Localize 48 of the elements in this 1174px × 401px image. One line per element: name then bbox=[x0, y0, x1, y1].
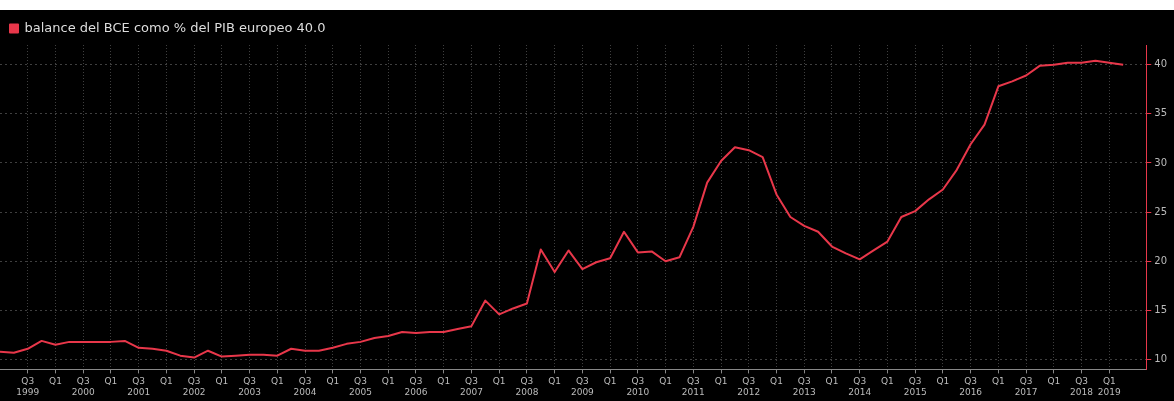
x-tick-label: Q1 bbox=[991, 376, 1005, 387]
x-tick-label: Q3 2005 bbox=[349, 376, 372, 397]
x-tick-label: Q1 bbox=[714, 376, 728, 387]
x-tick-label: Q1 bbox=[603, 376, 617, 387]
y-tick-label: 30 bbox=[1154, 156, 1168, 168]
y-tick-label: 20 bbox=[1154, 254, 1168, 266]
x-tick-label: Q3 2011 bbox=[681, 376, 705, 397]
y-tick-label: 40 bbox=[1154, 58, 1168, 70]
x-tick-label: Q3 2000 bbox=[71, 376, 95, 397]
x-tick-label: Q1 bbox=[936, 376, 950, 387]
x-tick-label: Q1 bbox=[49, 376, 62, 387]
x-tick-label: Q3 1999 bbox=[16, 376, 40, 397]
x-tick-label: Q3 2018 bbox=[1070, 376, 1094, 397]
y-tick-label: 25 bbox=[1154, 205, 1168, 217]
x-tick-label: Q1 2019 bbox=[1097, 376, 1122, 397]
y-tick-label: 10 bbox=[1154, 353, 1168, 365]
y-tick-label: 15 bbox=[1154, 304, 1168, 316]
x-tick-label: Q3 2004 bbox=[293, 376, 317, 397]
x-tick-label: Q3 2016 bbox=[959, 376, 983, 397]
x-tick-label: Q1 bbox=[437, 376, 451, 387]
x-tick-label: Q3 2009 bbox=[570, 376, 595, 397]
x-tick-label: Q1 bbox=[881, 376, 894, 387]
x-tick-label: Q3 2012 bbox=[737, 376, 761, 397]
x-tick-label: Q1 bbox=[825, 376, 839, 387]
legend-label: balance del BCE como % del PIB europeo 40.0 bbox=[24, 19, 326, 35]
x-tick-label: Q1 bbox=[1047, 376, 1061, 387]
x-tick-label: Q3 2007 bbox=[460, 376, 483, 397]
x-tick-label: Q3 2001 bbox=[127, 376, 151, 397]
x-tick-label: Q3 2006 bbox=[404, 376, 428, 397]
x-tick-label: Q3 2010 bbox=[626, 376, 650, 397]
x-tick-label: Q3 2014 bbox=[848, 376, 872, 397]
x-tick-label: Q1 bbox=[770, 376, 783, 387]
x-tick-label: Q3 2002 bbox=[182, 376, 206, 397]
x-tick-label: Q3 2003 bbox=[238, 376, 262, 397]
x-tick-label: Q1 bbox=[492, 376, 506, 387]
x-tick-label: Q1 bbox=[548, 376, 562, 387]
x-tick-label: Q1 bbox=[659, 376, 672, 387]
x-tick-label: Q3 2013 bbox=[792, 376, 816, 397]
x-tick-label: Q3 2017 bbox=[1014, 376, 1038, 397]
x-tick-label: Q1 bbox=[270, 376, 284, 387]
x-tick-label: Q1 bbox=[215, 376, 229, 387]
x-tick-label: Q1 bbox=[159, 376, 173, 387]
x-tick-label: Q1 bbox=[381, 376, 395, 387]
x-tick-label: Q1 bbox=[326, 376, 340, 387]
y-tick-label: 35 bbox=[1154, 107, 1168, 119]
x-tick-label: Q1 bbox=[104, 376, 118, 387]
x-tick-label: Q3 2015 bbox=[903, 376, 927, 397]
x-tick-label: Q3 2008 bbox=[515, 376, 539, 397]
